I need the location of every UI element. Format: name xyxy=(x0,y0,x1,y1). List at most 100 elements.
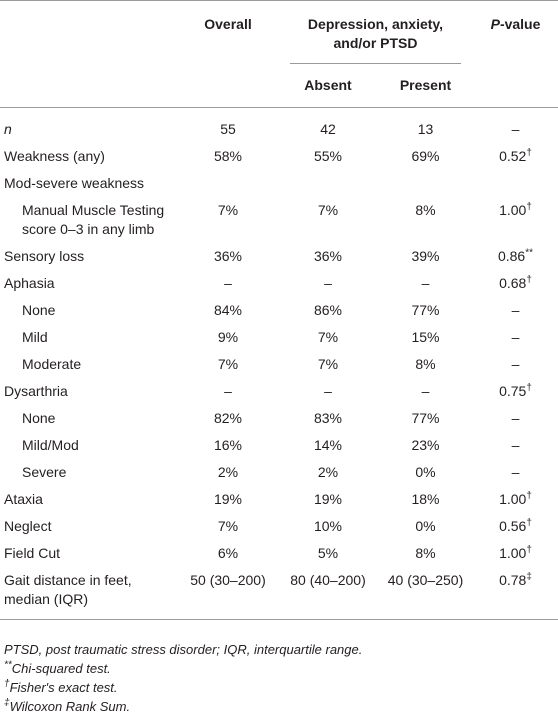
table-row: Moderate 7% 7% 8% – xyxy=(0,351,558,378)
cell: 7% xyxy=(317,329,339,345)
p-cell: – xyxy=(473,108,558,144)
cell: 80 (40–200) xyxy=(278,567,378,620)
p-note: ‡ xyxy=(526,571,532,583)
p-cell: 0.56† xyxy=(473,513,558,540)
cell: 0% xyxy=(415,464,436,480)
table-row: Ataxia 19% 19% 18% 1.00† xyxy=(0,486,558,513)
row-label: Gait distance in feet, median (IQR) xyxy=(0,567,178,620)
cell: 13 xyxy=(417,121,434,137)
row-label: None xyxy=(22,410,56,426)
table-row: Mild 9% 7% 15% – xyxy=(0,324,558,351)
p-value: – xyxy=(511,121,520,137)
p-cell: 0.86** xyxy=(473,243,558,270)
p-value: 1.00 xyxy=(499,545,527,561)
row-label: Mild xyxy=(22,329,48,345)
cell: 5% xyxy=(317,545,339,561)
p-value: – xyxy=(511,437,520,453)
row-label: n xyxy=(4,121,12,137)
p-cell: 1.00† xyxy=(473,197,558,243)
table-row: None 84% 86% 77% – xyxy=(0,297,558,324)
p-note: ** xyxy=(525,247,534,259)
p-value: – xyxy=(511,329,520,345)
footnote-symbol: ** xyxy=(4,659,12,671)
p-value: 0.52 xyxy=(499,148,527,164)
cell: 50 (30–200) xyxy=(178,567,278,620)
p-note: † xyxy=(526,517,532,529)
p-value: 0.75 xyxy=(499,383,527,399)
p-note: † xyxy=(526,147,532,159)
cell: 8% xyxy=(415,356,436,372)
table-body: n 55 42 13– Weakness (any) 58% 55% 69% 0.52† Mod-… xyxy=(0,108,558,620)
header-cell: P-value xyxy=(473,1,558,69)
cell: 39% xyxy=(411,248,440,264)
cell: 36% xyxy=(213,248,243,264)
table-row: Sensory loss 36% 36% 39% 0.86** xyxy=(0,243,558,270)
cell: 23% xyxy=(411,437,440,453)
cell: 77% xyxy=(411,302,440,318)
p-cell: 0.75† xyxy=(473,378,558,405)
p-cell: – xyxy=(473,351,558,378)
footnotes: PTSD, post traumatic stress disorder; IQ… xyxy=(0,620,558,716)
cell: 58% xyxy=(213,148,243,164)
p-value: – xyxy=(511,410,520,426)
p-value: – xyxy=(511,464,520,480)
cell xyxy=(178,170,278,197)
cell: 19% xyxy=(213,491,243,507)
header-cell: Overall xyxy=(204,16,252,32)
table-row: Weakness (any) 58% 55% 69% 0.52† xyxy=(0,143,558,170)
cell: – xyxy=(324,275,332,291)
p-value: 0.86 xyxy=(497,248,526,264)
cell: – xyxy=(224,275,232,291)
p-cell: – xyxy=(473,459,558,486)
row-label: Aphasia xyxy=(4,275,55,291)
table-row: n 55 42 13 – xyxy=(0,108,558,144)
p-cell: 0.68† xyxy=(473,270,558,297)
p-cell: 1.00† xyxy=(473,486,558,513)
footnote-symbol: † xyxy=(4,678,10,690)
footnote-text: Chi-squared test. xyxy=(11,661,111,676)
p-value: 1.00 xyxy=(499,491,527,507)
p-cell xyxy=(473,170,558,197)
table-row: None 82% 83% 77% – xyxy=(0,405,558,432)
cell: 18% xyxy=(411,491,440,507)
cell: 77% xyxy=(411,410,440,426)
footnote: PTSD, post traumatic stress disorder; IQ… xyxy=(4,640,554,659)
p-cell: – xyxy=(473,405,558,432)
footnote-text: Fisher's exact test. xyxy=(9,680,118,695)
data-table: Overall Depression, anxiety, and/or PTSD… xyxy=(0,0,558,620)
p-note: † xyxy=(526,490,532,502)
cell: 69% xyxy=(411,148,440,164)
cell: 8% xyxy=(415,545,436,561)
p-cell: 0.52† xyxy=(473,143,558,170)
header-italic: P xyxy=(490,16,500,32)
cell xyxy=(378,170,473,197)
cell: – xyxy=(224,383,232,399)
row-label: Severe xyxy=(22,464,67,480)
table-row: Field Cut 6% 5% 8% 1.00† xyxy=(0,540,558,567)
p-value: 0.78 xyxy=(499,572,527,588)
row-label: Neglect xyxy=(4,518,52,534)
cell: 7% xyxy=(317,202,339,218)
header-cell: Absent xyxy=(278,68,378,108)
footnote-symbol: ‡ xyxy=(4,697,10,709)
table-row: Mod-severe weakness xyxy=(0,170,558,197)
cell: 7% xyxy=(217,202,239,218)
cell: 86% xyxy=(313,302,343,318)
cell: 6% xyxy=(217,545,239,561)
footnote: **Chi-squared test. xyxy=(4,659,554,678)
cell: 7% xyxy=(217,356,239,372)
cell: 19% xyxy=(313,491,343,507)
cell: 7% xyxy=(317,356,339,372)
p-cell: 1.00† xyxy=(473,540,558,567)
cell: 10% xyxy=(313,518,343,534)
cell: 2% xyxy=(217,464,239,480)
row-label: Moderate xyxy=(22,356,82,372)
row-label: None xyxy=(22,302,56,318)
cell: – xyxy=(324,383,332,399)
cell: 14% xyxy=(313,437,343,453)
cell: 15% xyxy=(411,329,440,345)
table-row: Aphasia – – – 0.68† xyxy=(0,270,558,297)
p-note: † xyxy=(526,201,532,213)
table-row: Gait distance in feet, median (IQR) 50 (3… xyxy=(0,567,558,620)
footnote-text: PTSD, post traumatic stress disorder; IQ… xyxy=(4,642,363,657)
